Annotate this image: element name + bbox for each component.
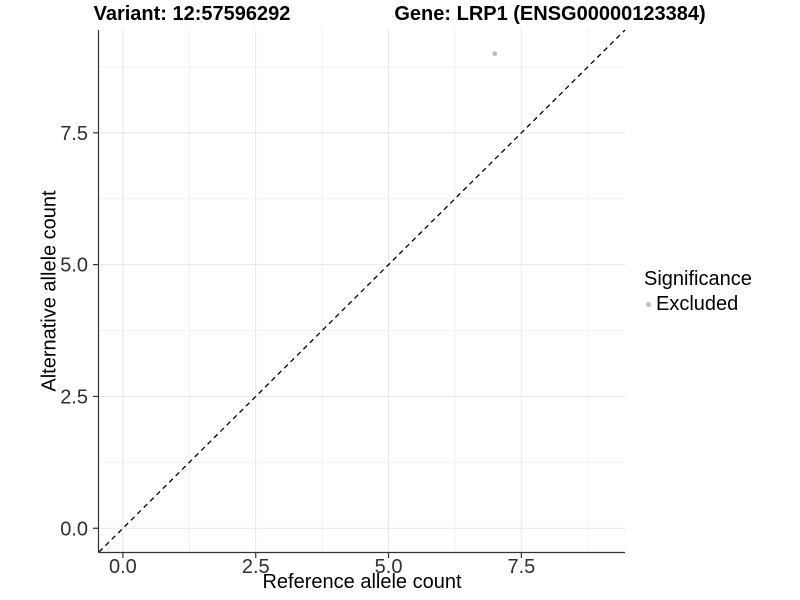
y-tick-label: 0.0 [60,518,88,540]
y-tick-label: 2.5 [60,386,88,408]
legend-title: Significance [644,268,752,290]
legend-point-icon [646,302,651,307]
identity-dashed-line [98,29,626,553]
x-tick-label: 5.0 [375,556,403,578]
x-tick-label: 2.5 [242,556,270,578]
legend: Significance Excluded [644,268,752,316]
legend-item-excluded: Excluded [644,293,752,316]
x-tick-label: 7.5 [507,556,535,578]
y-tick-label: 7.5 [60,123,88,145]
legend-item-label: Excluded [656,293,739,315]
plot-title-gene: Gene: LRP1 (ENSG00000123384) [394,3,706,25]
x-axis-title: Reference allele count [262,571,462,593]
y-axis-title: Alternative allele count [38,190,61,392]
x-tick-label: 0.0 [109,556,137,578]
plot-title-variant: Variant: 12:57596292 [93,3,291,25]
y-tick-label: 5.0 [60,255,88,277]
data-point [492,51,498,57]
